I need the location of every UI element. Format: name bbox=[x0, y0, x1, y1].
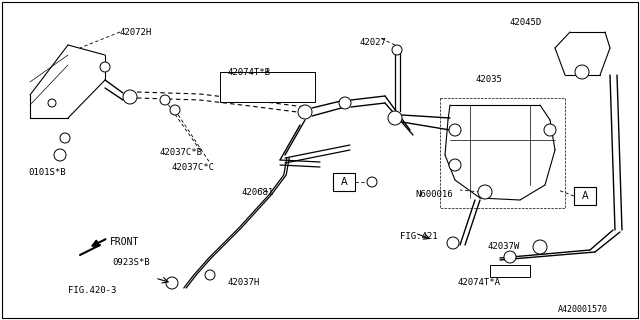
Text: 42027: 42027 bbox=[360, 38, 387, 47]
Circle shape bbox=[533, 240, 547, 254]
Circle shape bbox=[447, 237, 459, 249]
Circle shape bbox=[166, 277, 178, 289]
Circle shape bbox=[339, 97, 351, 109]
Circle shape bbox=[205, 270, 215, 280]
Circle shape bbox=[449, 124, 461, 136]
Circle shape bbox=[170, 105, 180, 115]
Circle shape bbox=[367, 177, 377, 187]
Text: 42037C*C: 42037C*C bbox=[172, 163, 215, 172]
Text: 42074T*A: 42074T*A bbox=[458, 278, 501, 287]
Text: 42037C*B: 42037C*B bbox=[160, 148, 203, 157]
FancyBboxPatch shape bbox=[333, 173, 355, 191]
Bar bbox=[490, 265, 530, 277]
Text: FRONT: FRONT bbox=[110, 237, 140, 247]
Bar bbox=[220, 72, 315, 102]
Text: 420681: 420681 bbox=[242, 188, 275, 197]
Circle shape bbox=[54, 149, 66, 161]
Text: N600016: N600016 bbox=[415, 190, 452, 199]
Circle shape bbox=[160, 95, 170, 105]
FancyBboxPatch shape bbox=[574, 187, 596, 205]
Circle shape bbox=[478, 185, 492, 199]
Circle shape bbox=[504, 251, 516, 263]
Text: A: A bbox=[582, 191, 588, 201]
Circle shape bbox=[392, 45, 402, 55]
Text: FIG.421: FIG.421 bbox=[400, 232, 438, 241]
Text: A420001570: A420001570 bbox=[558, 305, 608, 314]
Text: A: A bbox=[340, 177, 348, 187]
Text: 42037H: 42037H bbox=[228, 278, 260, 287]
Text: 0923S*B: 0923S*B bbox=[112, 258, 150, 267]
Circle shape bbox=[544, 124, 556, 136]
Text: FIG.420-3: FIG.420-3 bbox=[68, 286, 116, 295]
Text: 0101S*B: 0101S*B bbox=[28, 168, 66, 177]
Circle shape bbox=[575, 65, 589, 79]
Circle shape bbox=[60, 133, 70, 143]
Bar bbox=[440, 98, 565, 208]
Circle shape bbox=[388, 111, 402, 125]
Text: 42072H: 42072H bbox=[120, 28, 152, 37]
Text: 42074T*B: 42074T*B bbox=[228, 68, 271, 77]
Circle shape bbox=[123, 90, 137, 104]
Circle shape bbox=[48, 99, 56, 107]
Text: 42045D: 42045D bbox=[510, 18, 542, 27]
Text: 42037W: 42037W bbox=[487, 242, 519, 251]
Circle shape bbox=[100, 62, 110, 72]
Circle shape bbox=[449, 159, 461, 171]
Circle shape bbox=[298, 105, 312, 119]
Text: 42035: 42035 bbox=[476, 75, 503, 84]
